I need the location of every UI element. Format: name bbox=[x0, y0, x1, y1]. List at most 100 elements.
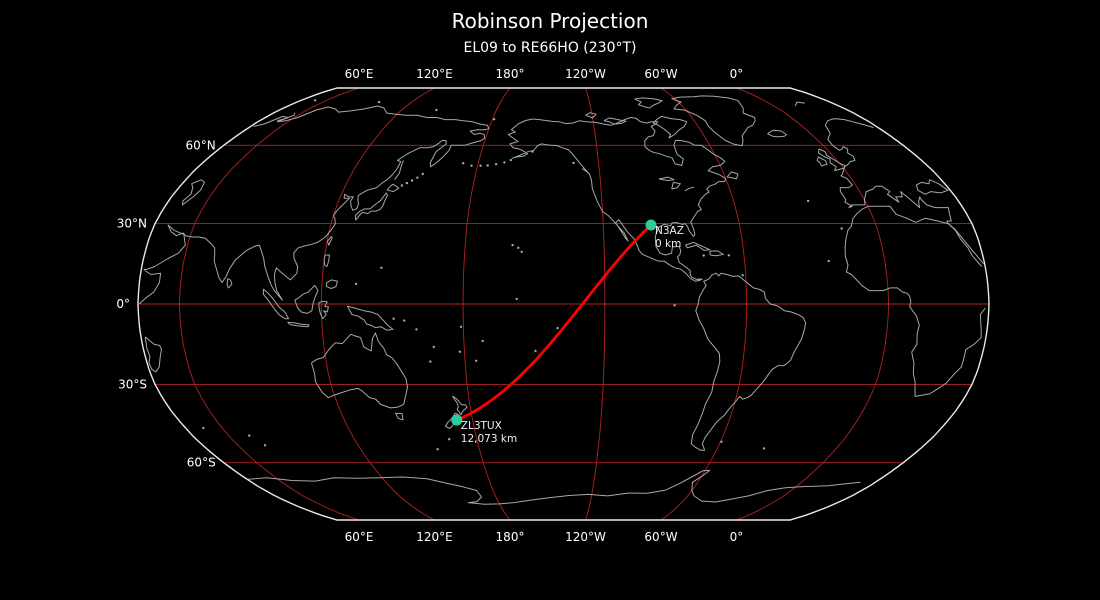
island-dot bbox=[697, 278, 701, 281]
island-dot bbox=[494, 163, 498, 166]
coastline bbox=[226, 278, 233, 289]
island-dot bbox=[313, 99, 317, 102]
meridian-line bbox=[660, 87, 748, 521]
island-dot bbox=[486, 164, 489, 167]
coastline bbox=[262, 288, 290, 320]
latitude-label-left: 0° bbox=[116, 297, 130, 311]
island-coastline bbox=[684, 186, 695, 192]
meridian-line bbox=[320, 87, 435, 521]
island-dot bbox=[762, 447, 766, 450]
island-dot bbox=[448, 438, 451, 441]
graticule bbox=[138, 87, 989, 521]
coastline bbox=[767, 129, 787, 138]
coastline bbox=[326, 279, 338, 289]
axis-ticks: 60°E 120°E 180° 120°W 60°W 0° 60°E 120°E 180° 120… bbox=[116, 67, 743, 544]
coastline bbox=[685, 241, 711, 251]
island-coastline bbox=[394, 160, 404, 180]
island-coastline bbox=[652, 115, 688, 139]
island-dot bbox=[475, 359, 478, 362]
island-dot bbox=[202, 426, 205, 430]
island-dot bbox=[534, 349, 537, 353]
coastline bbox=[671, 95, 756, 147]
longitude-label-top: 0° bbox=[730, 67, 744, 81]
longitude-label-bottom: 0° bbox=[730, 530, 744, 544]
island-coastline bbox=[585, 112, 597, 119]
coastline bbox=[182, 179, 205, 206]
latitude-label-left: 30°N bbox=[117, 217, 147, 231]
island-dot bbox=[840, 227, 843, 230]
map-boundary bbox=[137, 87, 990, 521]
island-dot bbox=[741, 274, 744, 277]
coastline bbox=[386, 183, 400, 193]
coastline bbox=[287, 321, 310, 328]
longitude-label-bottom: 120°E bbox=[416, 530, 453, 544]
coastline bbox=[248, 469, 861, 505]
island-dot bbox=[436, 448, 439, 451]
coastline bbox=[143, 105, 984, 301]
meridian-line bbox=[178, 87, 360, 521]
island-dot bbox=[509, 158, 512, 162]
coastline bbox=[310, 332, 408, 409]
route-subtitle: EL09 to RE66HO (230°T) bbox=[463, 40, 637, 56]
island-dot bbox=[432, 345, 435, 349]
island-coastline bbox=[671, 181, 681, 190]
island-dot bbox=[479, 164, 482, 167]
longitude-label-bottom: 60°W bbox=[644, 530, 677, 544]
meridian-line bbox=[736, 87, 889, 521]
coastline bbox=[915, 179, 949, 195]
longitude-label-top: 120°W bbox=[565, 67, 606, 81]
island-dot bbox=[377, 100, 381, 104]
station-distance-n3az: 0 km bbox=[655, 238, 681, 250]
longitude-label-top: 60°W bbox=[644, 67, 677, 81]
great-circle-path bbox=[455, 223, 653, 422]
coastline bbox=[354, 192, 388, 221]
coastline bbox=[818, 148, 845, 172]
coastline bbox=[327, 236, 333, 246]
island-dot bbox=[503, 161, 506, 164]
island-dot bbox=[416, 176, 419, 179]
island-dot bbox=[515, 297, 518, 301]
island-dot bbox=[354, 282, 358, 286]
island-coastline bbox=[726, 171, 739, 180]
coastline bbox=[394, 412, 404, 421]
meridian-line bbox=[462, 87, 511, 521]
island-dot bbox=[517, 246, 520, 249]
island-dot bbox=[435, 108, 438, 112]
latitude-label-left: 60°N bbox=[185, 138, 215, 152]
coastline bbox=[138, 205, 986, 397]
coastlines-layer bbox=[138, 95, 986, 505]
longitude-label-bottom: 180° bbox=[496, 530, 525, 544]
island-coastline bbox=[794, 101, 805, 107]
station-callsign-n3az: N3AZ bbox=[655, 225, 684, 237]
island-dot bbox=[429, 360, 432, 363]
island-dot bbox=[392, 317, 395, 320]
island-dot bbox=[405, 181, 409, 185]
island-coastline bbox=[603, 117, 627, 125]
island-coastline bbox=[634, 97, 663, 109]
island-coastline bbox=[581, 168, 591, 175]
island-dot bbox=[410, 179, 414, 182]
island-dot bbox=[459, 325, 463, 328]
island-dot bbox=[702, 254, 705, 257]
coastline bbox=[507, 117, 727, 282]
station-marker-n3az bbox=[645, 219, 657, 231]
longitude-label-bottom: 60°E bbox=[345, 530, 374, 544]
island-dot bbox=[458, 350, 461, 353]
coastline bbox=[816, 156, 828, 167]
coastline bbox=[144, 336, 162, 373]
coastline bbox=[323, 254, 330, 267]
island-dot bbox=[481, 339, 484, 343]
longitude-label-top: 180° bbox=[496, 67, 525, 81]
coastline bbox=[690, 272, 807, 451]
latitude-label-left: 60°S bbox=[187, 456, 216, 470]
island-dot bbox=[415, 328, 418, 331]
island-dot bbox=[520, 250, 523, 253]
island-dot bbox=[720, 440, 723, 443]
coastline bbox=[294, 284, 319, 314]
island-dot bbox=[556, 326, 559, 330]
island-dot bbox=[727, 254, 730, 257]
coastline bbox=[709, 250, 724, 257]
longitude-label-bottom: 120°W bbox=[565, 530, 606, 544]
